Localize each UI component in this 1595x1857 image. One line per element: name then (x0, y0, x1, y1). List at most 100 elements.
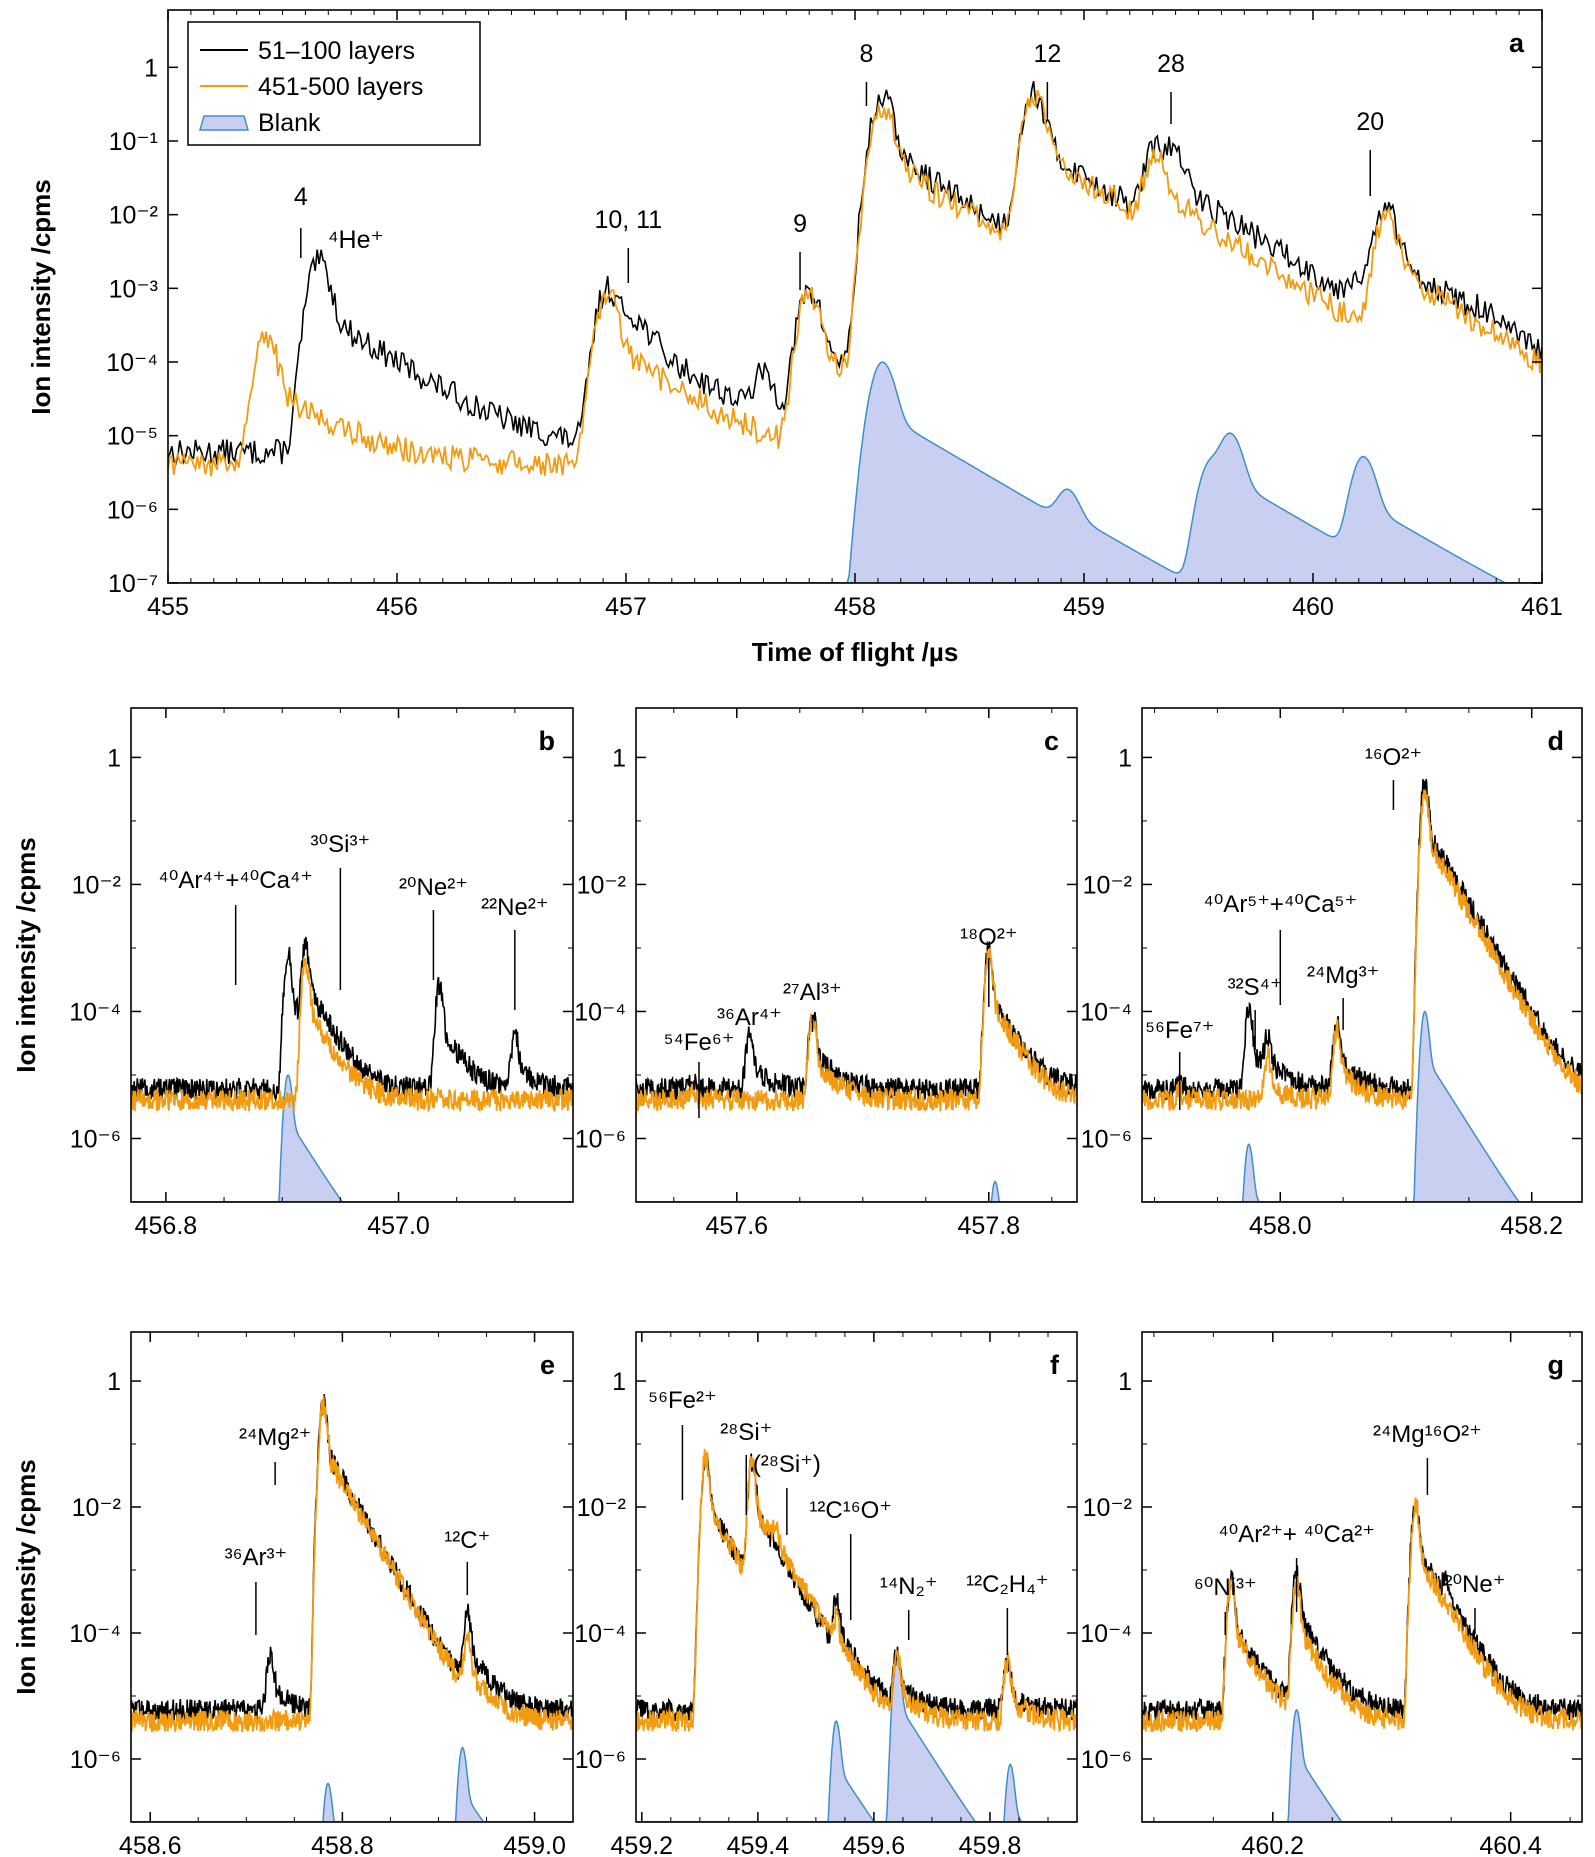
peak-451-500-0 (692, 1127, 693, 1128)
peak-51-100-0 (692, 1127, 693, 1128)
panel-g: 460.2 460.4 1 10⁻² 10⁻⁴ 10⁻⁶ g ⁶⁰Ni³⁺ ⁴⁰Ar²⁺+ ⁴⁰… (1080, 1331, 1583, 1857)
plot-area (131, 936, 573, 1202)
x-tick-label: 457.6 (706, 1212, 769, 1240)
panel-letter: a (1509, 28, 1525, 58)
y-tick-label: 1 (612, 1368, 626, 1396)
x-tick-label: 457 (605, 593, 647, 621)
peak-51-100-12 (1482, 356, 1483, 357)
series-51-100-layers (131, 1394, 573, 1724)
y-tick-label: 1 (1118, 1368, 1132, 1396)
axes-frame (635, 707, 1078, 1203)
peak-label: ³⁶Ar³⁺ (225, 1544, 288, 1571)
peak-label: ²⁰Ne⁺ (1444, 1571, 1505, 1598)
peak-label: ²⁴Mg²⁺ (239, 1424, 311, 1451)
panel-letter: c (1044, 726, 1059, 756)
y-tick-label: 10⁻² (72, 871, 121, 899)
peak-51-100-9 (1173, 157, 1174, 158)
panel-b: 456.8 457.0 1 10⁻² 10⁻⁴ 10⁻⁶ b ⁴⁰Ar⁴⁺+⁴⁰Ca⁴⁺ ³⁰S… (69, 707, 574, 1240)
y-tick-label: 10⁻⁴ (106, 349, 158, 377)
x-tick-label: 459.2 (611, 1832, 674, 1857)
x-tick-label: 457.8 (958, 1212, 1021, 1240)
peak-label: 8 (859, 40, 873, 68)
y-tick-label: 10⁻⁴ (574, 1620, 626, 1648)
y-tick-label: 10⁻⁶ (107, 496, 158, 524)
peak-label: ³⁰Si³⁺ (311, 831, 371, 858)
peak-label: ⁵⁴Fe⁶⁺ (664, 1029, 735, 1056)
peak-label: 9 (793, 210, 807, 238)
peak-label: ²⁴Mg³⁺ (1307, 962, 1379, 989)
y-tick-label: 10⁻⁵ (107, 423, 158, 451)
panel-letter: f (1050, 1350, 1060, 1380)
x-tick-label: 460.2 (1242, 1832, 1305, 1857)
series-51-100-layers (1142, 1499, 1582, 1722)
peak-label: ¹⁶O²⁺ (1365, 744, 1422, 771)
x-tick-label: 458.6 (119, 1832, 182, 1857)
series-blank (636, 1180, 1077, 1202)
y-tick-label: 10⁻⁶ (575, 1125, 626, 1153)
x-tick-label: 458.2 (1500, 1212, 1563, 1240)
peak-451-500-1 (1267, 1063, 1268, 1064)
panel-letter: d (1548, 726, 1565, 756)
y-tick-label: 10⁻² (577, 871, 626, 899)
legend-entry: 51–100 layers (258, 37, 415, 65)
y-tick-label: 10⁻⁴ (1080, 1620, 1132, 1648)
series-451-500-layers (636, 1448, 1077, 1733)
y-axis-label: Ion intensity /cpms (26, 179, 56, 415)
peak-label: ⁵⁶Fe²⁺ (648, 1387, 717, 1414)
x-tick-label: 456.8 (135, 1212, 198, 1240)
series-blank (131, 1746, 573, 1822)
panel-letter: b (539, 726, 556, 756)
y-tick-label: 10⁻⁶ (1081, 1125, 1132, 1153)
y-tick-label: 10⁻² (1083, 871, 1132, 899)
peak-label: 28 (1157, 50, 1185, 78)
x-tick-label: 458.0 (1249, 1212, 1312, 1240)
x-tick-label: 459.6 (843, 1832, 906, 1857)
peak-label: ⁴⁰Ar⁴⁺+⁴⁰Ca⁴⁺ (158, 867, 313, 894)
series-451-500-layers (1142, 789, 1582, 1112)
peak-label: ²⁰Ne²⁺ (399, 874, 468, 901)
peak-label: ³⁶Ar⁴⁺ (717, 1004, 782, 1031)
peak-label: 4 (294, 183, 308, 211)
peak-451-500-0 (1179, 1127, 1180, 1128)
y-tick-label: 10⁻⁷ (108, 570, 158, 598)
x-tick-label: 456 (376, 593, 418, 621)
peak-label: ²⁸Si⁺ (720, 1419, 772, 1446)
series-blank (131, 1074, 573, 1202)
y-tick-label: 10⁻² (72, 1494, 121, 1522)
y-axis-label: Ion intensity /cpms (11, 837, 41, 1073)
x-tick-label: 458.8 (311, 1832, 374, 1857)
x-tick-label: 459.0 (503, 1832, 566, 1857)
panel-e: 458.6 458.8 459.0 1 10⁻² 10⁻⁴ 10⁻⁶ e ²⁴Mg²⁺ ³⁶Ar³… (69, 1331, 574, 1857)
peak-label: ⁴He⁺ (328, 226, 384, 254)
y-tick-label: 10⁻⁴ (574, 998, 626, 1026)
legend-swatch (199, 115, 249, 131)
peak-label: ⁵⁶Fe⁷⁺ (1145, 1017, 1214, 1044)
x-tick-label: 459.4 (727, 1832, 790, 1857)
peak-label: ¹⁸O²⁺ (960, 924, 1017, 951)
x-tick-label: 459 (1063, 593, 1105, 621)
peak-51-100-4 (763, 384, 764, 385)
panel-d: 458.0 458.2 1 10⁻² 10⁻⁴ 10⁻⁶ d ¹⁶O²⁺ ⁴⁰Ar⁵⁺+⁴⁰Ca… (1080, 707, 1583, 1240)
axes-frame (130, 707, 574, 1203)
series-blank (168, 361, 1542, 583)
y-axis-label: Ion intensity /cpms (11, 1459, 41, 1695)
plot-area (168, 81, 1542, 583)
peak-51-100-2 (812, 1014, 813, 1015)
peak-451-500-1 (467, 1642, 468, 1643)
plot-area (636, 940, 1077, 1202)
peak-51-100-2 (630, 326, 631, 327)
peak-label: ²⁷Al³⁺ (783, 979, 842, 1006)
panel-f: 459.2 459.4 459.6 459.8 1 10⁻² 10⁻⁴ 10⁻⁶ f ⁵⁶Fe²⁺… (574, 1331, 1078, 1857)
peak-51-100-0 (1179, 1127, 1180, 1128)
peak-label: ¹²C⁺ (444, 1527, 490, 1554)
y-tick-label: 1 (107, 1368, 121, 1396)
series-451-500-layers (131, 1395, 573, 1734)
series-51-100-layers (1142, 778, 1582, 1101)
peak-51-100-10 (1358, 288, 1359, 289)
y-tick-label: 10⁻² (577, 1494, 626, 1522)
legend-entry: Blank (258, 109, 321, 137)
peak-label: (²⁸Si⁺) (753, 1451, 821, 1478)
y-tick-label: 10⁻⁶ (70, 1125, 121, 1153)
series-451-500-layers (168, 89, 1542, 477)
peak-451-500-2 (775, 1539, 776, 1540)
